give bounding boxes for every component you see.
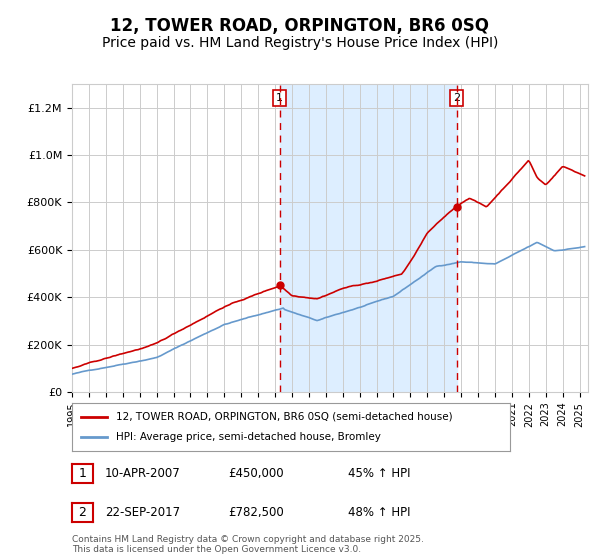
Text: 48% ↑ HPI: 48% ↑ HPI xyxy=(348,506,410,519)
Text: £450,000: £450,000 xyxy=(228,466,284,480)
Text: £782,500: £782,500 xyxy=(228,506,284,519)
Text: 45% ↑ HPI: 45% ↑ HPI xyxy=(348,466,410,480)
Text: 2: 2 xyxy=(453,93,460,103)
Text: HPI: Average price, semi-detached house, Bromley: HPI: Average price, semi-detached house,… xyxy=(116,432,380,442)
Text: 22-SEP-2017: 22-SEP-2017 xyxy=(105,506,180,519)
Bar xyxy=(280,84,457,392)
Text: 10-APR-2007: 10-APR-2007 xyxy=(105,466,181,480)
Text: 12, TOWER ROAD, ORPINGTON, BR6 0SQ (semi-detached house): 12, TOWER ROAD, ORPINGTON, BR6 0SQ (semi… xyxy=(116,412,452,422)
Text: Contains HM Land Registry data © Crown copyright and database right 2025.
This d: Contains HM Land Registry data © Crown c… xyxy=(72,535,424,554)
Text: 1: 1 xyxy=(276,93,283,103)
Text: Price paid vs. HM Land Registry's House Price Index (HPI): Price paid vs. HM Land Registry's House … xyxy=(102,36,498,50)
Text: 1: 1 xyxy=(79,467,86,480)
Text: 2: 2 xyxy=(79,506,86,519)
Text: 12, TOWER ROAD, ORPINGTON, BR6 0SQ: 12, TOWER ROAD, ORPINGTON, BR6 0SQ xyxy=(110,17,490,35)
